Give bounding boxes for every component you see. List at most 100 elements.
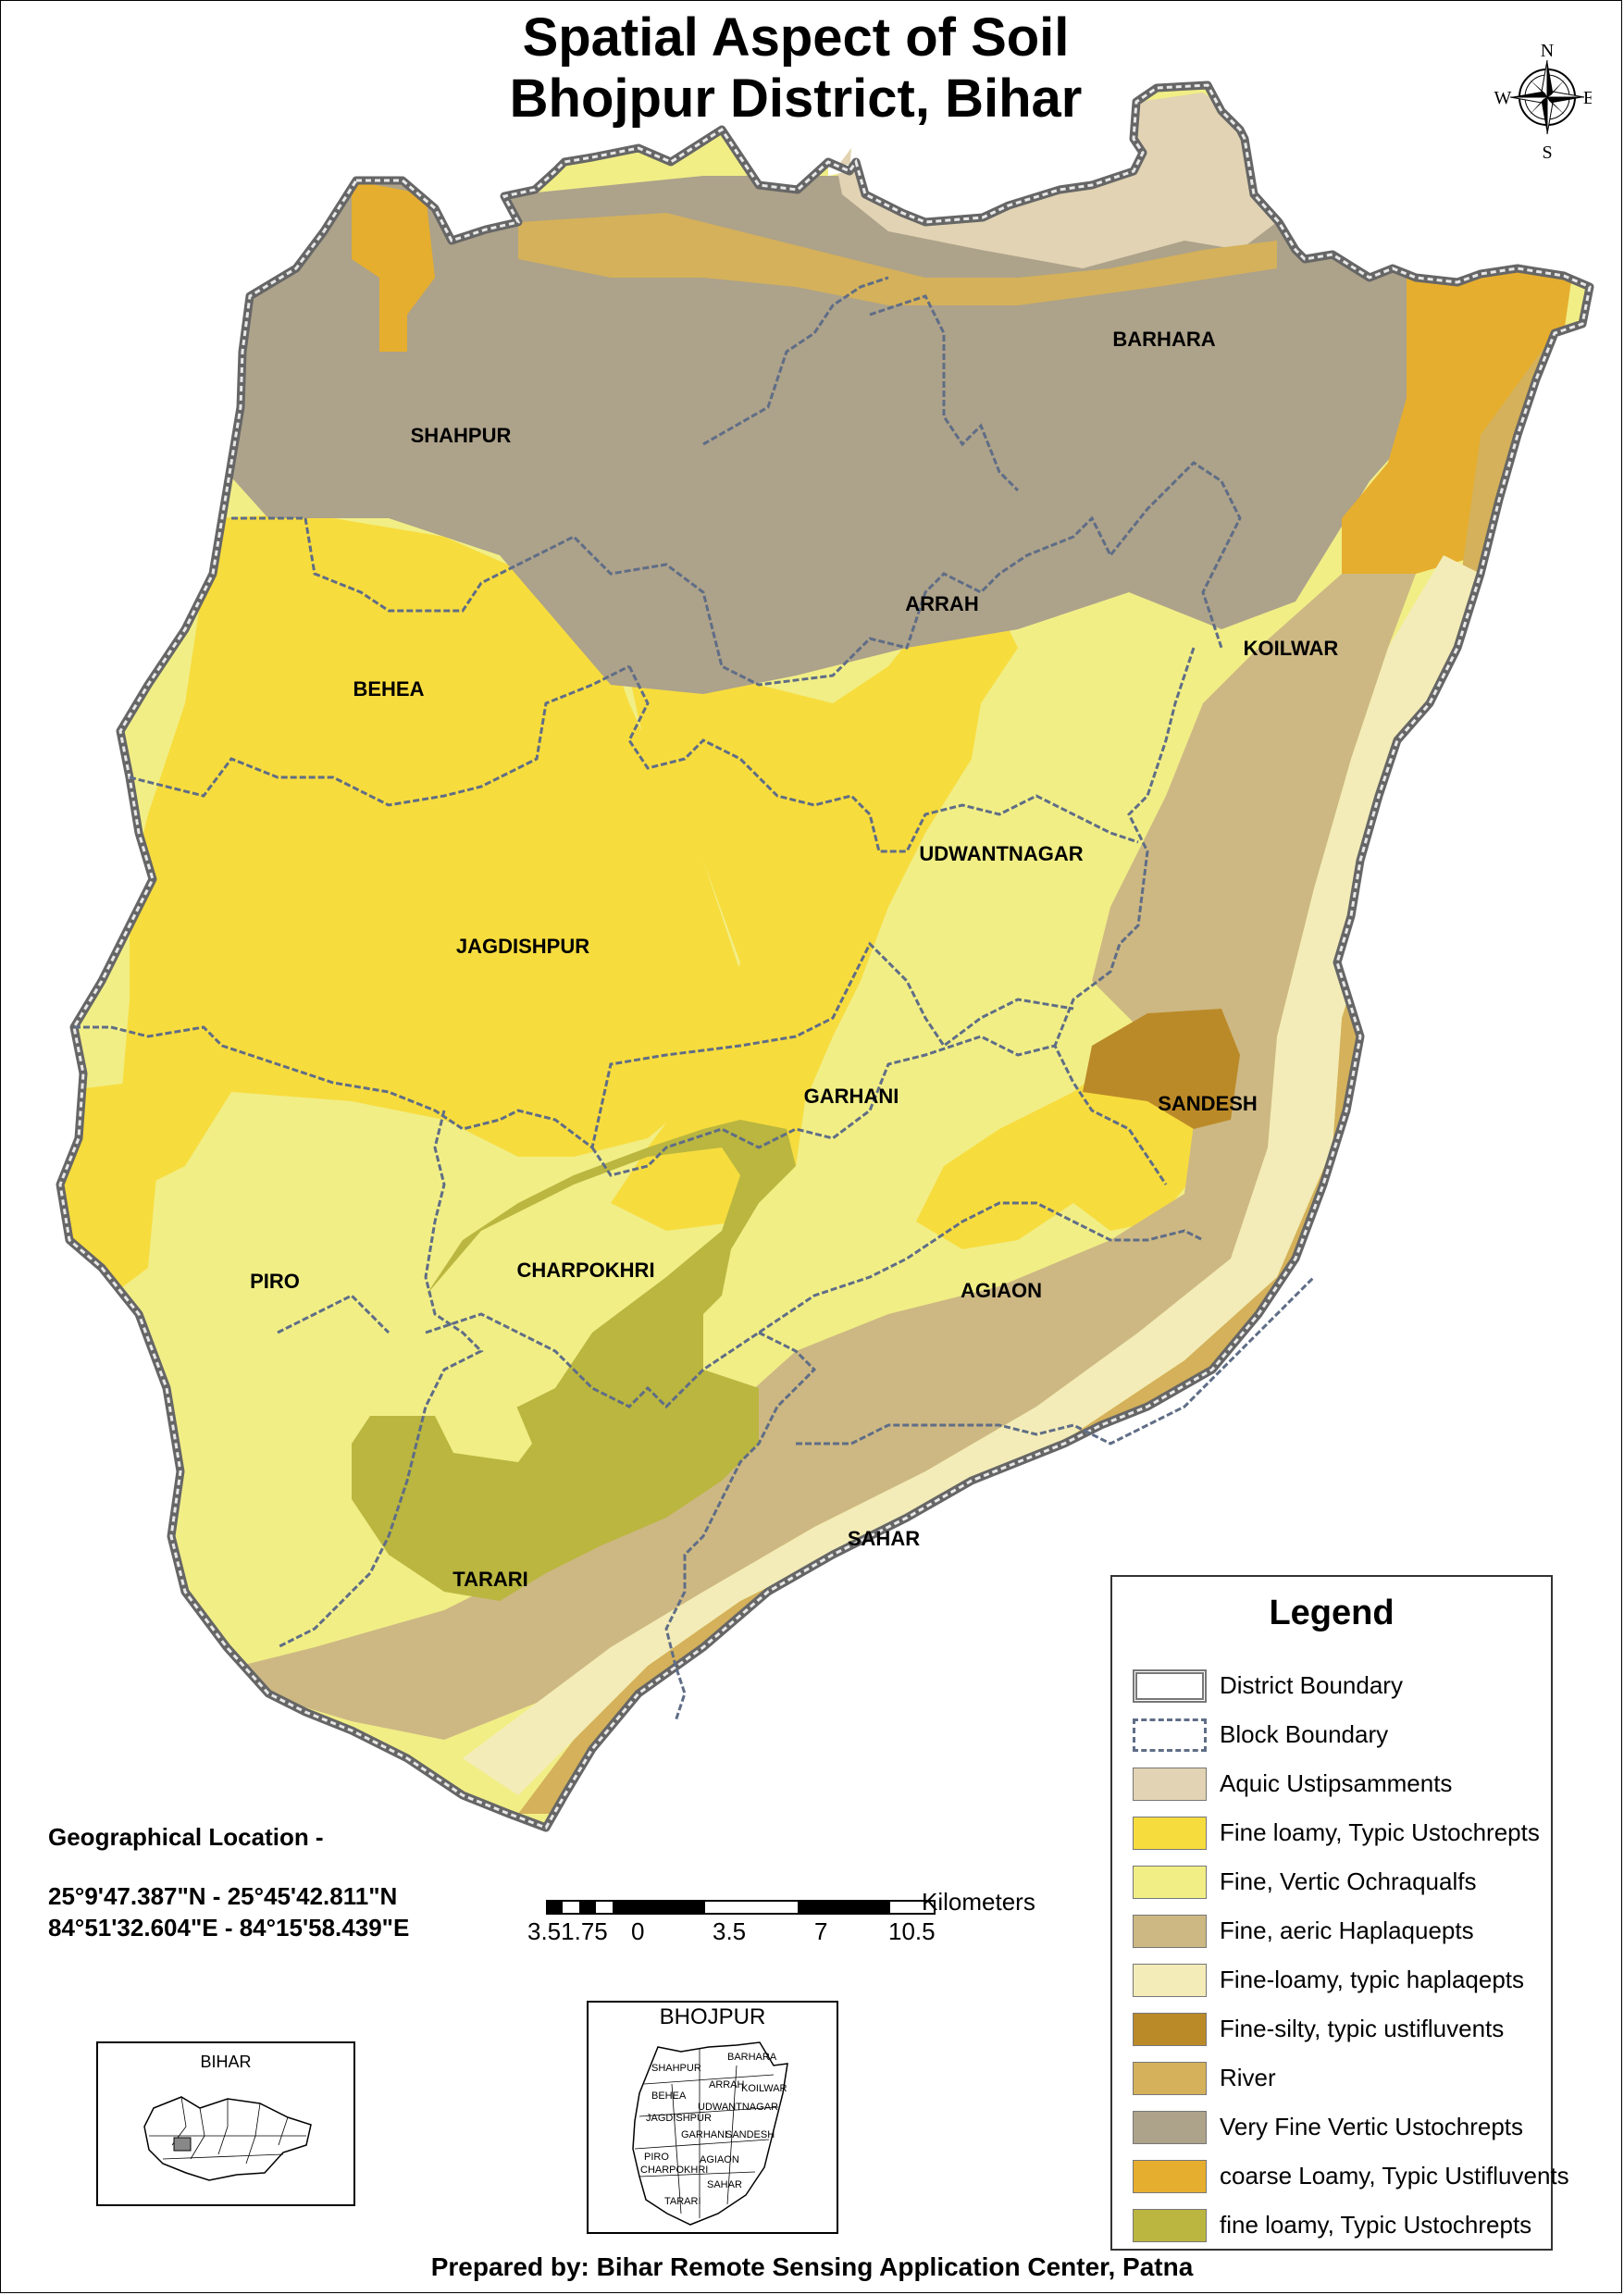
zone-aeric — [241, 574, 1416, 1740]
inset-bhojpur-label: BHOJPUR — [659, 2004, 766, 2029]
legend-item: Aquic Ustipsamments — [1133, 1764, 1540, 1803]
legend-item: Fine-silty, typic ustifluvents — [1133, 2009, 1540, 2048]
zone-fine-loamy-centre — [611, 611, 1018, 1231]
svg-text:CHARPOKHRI: CHARPOKHRI — [640, 2165, 708, 2176]
map-title: Spatial Aspect of Soil Bhojpur District,… — [0, 7, 1592, 130]
legend-title: Legend — [1269, 1594, 1395, 1632]
scale-tick-5: 10.5 — [888, 1917, 936, 1945]
boundary-agiaon-sahar — [796, 1275, 1316, 1445]
svg-text:SHAHPUR: SHAHPUR — [651, 2063, 701, 2074]
legend-label: Fine loamy, Typic Ustochrepts — [1220, 1818, 1540, 1846]
label-sahar: SAHAR — [848, 1527, 920, 1550]
legend-label: Fine-silty, typic ustifluvents — [1220, 2015, 1505, 2042]
boundary-charpokhri-agiaon — [425, 1201, 1204, 1409]
title-line-1: Spatial Aspect of Soil — [522, 7, 1070, 68]
legend-label: Very Fine Vertic Ustochrepts — [1220, 2113, 1524, 2140]
soil-map[interactable]: SHAHPUR BARHARA ARRAH KOILWAR BEHEA UDWA… — [0, 0, 1624, 1851]
title-line-2: Bhojpur District, Bihar — [509, 68, 1083, 129]
label-tarari: TARARI — [452, 1568, 527, 1591]
legend-label: Fine, aeric Haplaquepts — [1220, 1917, 1474, 1944]
compass-w: W — [1494, 88, 1512, 108]
geo-latitude: 25°9'47.387"N - 25°45'42.811"N — [48, 1882, 398, 1910]
label-sandesh: SANDESH — [1158, 1092, 1258, 1115]
svg-text:BARHARA: BARHARA — [727, 2052, 777, 2063]
svg-text:BEHEA: BEHEA — [651, 2090, 687, 2102]
scale-bar-graphic — [546, 1900, 936, 1915]
legend-swatch — [1133, 1915, 1207, 1948]
svg-text:KOILWAR: KOILWAR — [741, 2083, 787, 2094]
legend-swatch — [1133, 1768, 1207, 1801]
legend-label: Fine-loamy, typic haplaqepts — [1220, 1966, 1525, 1993]
svg-text:ARRAH: ARRAH — [709, 2079, 745, 2090]
svg-text:AGIAON: AGIAON — [700, 2154, 739, 2165]
scale-tick-3: 3.5 — [713, 1917, 747, 1945]
boundary-shahpur-arrah — [702, 276, 889, 446]
footer-credit: Prepared by: Bihar Remote Sensing Applic… — [430, 2252, 1194, 2281]
compass-e: E — [1583, 88, 1592, 108]
svg-text:JAGDISHPUR: JAGDISHPUR — [646, 2113, 712, 2124]
boundary-piro-jagdishpur — [74, 941, 1074, 1150]
svg-text:UDWANTNAGAR: UDWANTNAGAR — [698, 2102, 778, 2113]
svg-text:TARARI: TARARI — [664, 2196, 701, 2207]
svg-text:SAHAR: SAHAR — [707, 2179, 742, 2190]
zone-river-north — [518, 213, 1277, 305]
label-arrah: ARRAH — [905, 592, 978, 615]
geo-heading: Geographical Location - — [48, 1823, 324, 1851]
label-charpokhri: CHARPOKHRI — [516, 1259, 654, 1282]
boundary-shahpur-barhara — [231, 461, 1242, 687]
block-boundaries — [74, 276, 1316, 1722]
compass-s: S — [1542, 143, 1552, 162]
compass-n: N — [1541, 41, 1554, 61]
boundary-garhani-agiaon — [590, 1035, 1168, 1185]
zone-coarse-east — [1342, 268, 1573, 574]
scale-unit: Kilometers — [922, 1888, 1035, 1916]
legend-label: River — [1220, 2064, 1276, 2091]
boundary-tarari-sahar — [664, 1331, 817, 1722]
legend-swatch — [1133, 1964, 1207, 1997]
district-boundary-inner — [58, 83, 1592, 1830]
inset-bhojpur: BHOJPUR SHAHPUR BARHARA ARRAH KOILWAR BE… — [587, 2001, 838, 2234]
zone-fine-vertic-inner — [435, 1388, 532, 1462]
legend-label: District Boundary — [1220, 1671, 1403, 1699]
label-garhani: GARHANI — [804, 1085, 899, 1108]
legend-item: coarse Loamy, Typic Ustifluvents — [1133, 2156, 1569, 2195]
zone-river-east — [518, 324, 1590, 1814]
label-piro: PIRO — [250, 1270, 300, 1293]
zone-fine-loamy-behea — [120, 514, 740, 1185]
boundary-behea-jagdishpur — [129, 664, 630, 807]
geographical-location: Geographical Location - 25°9'47.387"N - … — [48, 1821, 409, 1943]
scale-tick-1: 3.51.75 — [527, 1917, 608, 1945]
legend-item: Fine-loamy, typic haplaqepts — [1133, 1960, 1540, 1999]
legend-item: Fine loamy, Typic Ustochrepts — [1133, 1813, 1540, 1852]
label-behea: BEHEA — [353, 677, 424, 701]
legend-item: Fine, Vertic Ochraqualfs — [1133, 1862, 1540, 1901]
legend-item: fine loamy, Typic Ustochrepts — [1133, 2205, 1540, 2244]
legend-swatch — [1133, 1817, 1207, 1850]
legend-label: coarse Loamy, Typic Ustifluvents — [1220, 2162, 1569, 2190]
zone-fine-loamy-olive — [352, 1120, 796, 1601]
svg-text:SANDESH: SANDESH — [725, 2129, 775, 2140]
boundary-udwantnagar-koilwar — [1053, 647, 1196, 1047]
zone-fine-silty — [1083, 1009, 1240, 1129]
svg-text:PIRO: PIRO — [644, 2152, 669, 2163]
zone-fine-loamy-haplaqepts — [463, 555, 1481, 1795]
legend-swatch — [1133, 2111, 1207, 2144]
zone-coarse-northwest — [352, 180, 435, 352]
svg-text:GARHANI: GARHANI — [681, 2129, 727, 2140]
legend-label: fine loamy, Typic Ustochrepts — [1220, 2211, 1532, 2239]
scale-bar: Kilometers 3.51.75 0 3.5 7 10.5 — [527, 1888, 1083, 1962]
boundary-jagdishpur-udwantnagar — [627, 665, 1139, 853]
compass-rose-icon: N S E W — [1494, 41, 1592, 162]
legend-item: District Boundary — [1133, 1666, 1540, 1705]
legend-swatch — [1133, 2013, 1207, 2046]
label-barhara: BARHARA — [1112, 328, 1215, 351]
inset-bihar: BIHAR — [96, 2041, 355, 2206]
legend-label: Aquic Ustipsamments — [1220, 1769, 1453, 1797]
legend: Legend District Boundary Block Boundary Aq… — [1110, 1575, 1569, 2251]
legend-swatch — [1133, 2209, 1207, 2242]
label-shahpur: SHAHPUR — [411, 424, 512, 447]
legend-swatch — [1133, 2160, 1207, 2193]
scale-tick-2: 0 — [631, 1917, 645, 1945]
boundary-piro-charpokhri — [277, 1110, 484, 1649]
